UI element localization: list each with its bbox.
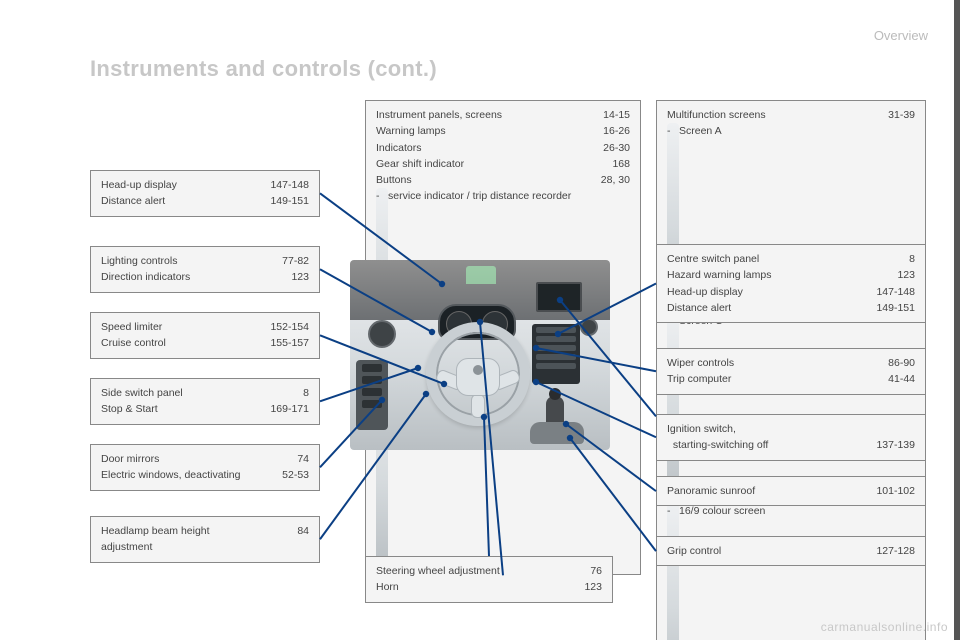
callout-label: Headlamp beam height adjustment xyxy=(101,523,249,556)
callout-page: 147-148 xyxy=(261,177,309,193)
callout-label: Panoramic sunroof xyxy=(667,483,755,499)
callout-page: 8 xyxy=(261,385,309,401)
callout-page: 137-139 xyxy=(867,437,915,453)
callout-page: 155-157 xyxy=(261,335,309,351)
callout-page: 16-26 xyxy=(582,123,630,139)
callout-label: Distance alert xyxy=(101,193,165,209)
callout-box: Headlamp beam height adjustment 84 xyxy=(90,516,320,563)
page: Overview Instruments and controls (cont.… xyxy=(0,0,960,640)
callout-box: Ignition switch, starting-switching off 1… xyxy=(656,414,926,461)
callout-label: Centre switch panel xyxy=(667,251,759,267)
callout-label: Instrument panels, screens xyxy=(376,107,502,123)
callout-page: 8 xyxy=(867,251,915,267)
callout-label: Steering wheel adjustment xyxy=(376,563,500,579)
callout-label: Horn xyxy=(376,579,399,595)
callout-label: Side switch panel xyxy=(101,385,183,401)
callout-label: Ignition switch, xyxy=(667,421,736,437)
callout-page: 26-30 xyxy=(582,140,630,156)
callout-label: Indicators xyxy=(376,140,422,156)
callout-page: 123 xyxy=(554,579,602,595)
callout-label: Buttons xyxy=(376,172,412,188)
callout-label: Wiper controls xyxy=(667,355,734,371)
callout-box: Wiper controls 86-90 Trip computer 41-44 xyxy=(656,348,926,395)
callout-label: Lighting controls xyxy=(101,253,177,269)
callout-box: Steering wheel adjustment 76 Horn 123 xyxy=(365,556,613,603)
callout-page: 14-15 xyxy=(582,107,630,123)
page-title: Instruments and controls (cont.) xyxy=(90,56,437,82)
callout-page xyxy=(867,421,915,437)
callout-label: Trip computer xyxy=(667,371,731,387)
callout-label: Gear shift indicator xyxy=(376,156,464,172)
dashboard-illustration xyxy=(350,260,610,450)
callout-label: Direction indicators xyxy=(101,269,190,285)
callout-label: Electric windows, deactivating xyxy=(101,467,240,483)
callout-box: Side switch panel 8 Stop & Start 169-171 xyxy=(90,378,320,425)
callout-box: Head-up display 147-148 Distance alert 149-… xyxy=(90,170,320,217)
callout-box: Panoramic sunroof 101-102 xyxy=(656,476,926,506)
callout-label: Head-up display xyxy=(667,284,743,300)
callout-page: 149-151 xyxy=(867,300,915,316)
callout-box: Door mirrors 74 Electric windows, deactiva… xyxy=(90,444,320,491)
callout-page: 41-44 xyxy=(867,371,915,387)
callout-box: Lighting controls 77-82 Direction indicato… xyxy=(90,246,320,293)
callout-page: 76 xyxy=(554,563,602,579)
callout-label: Distance alert xyxy=(667,300,731,316)
section-label: Overview xyxy=(874,28,928,43)
callout-label: Multifunction screens xyxy=(667,107,766,123)
callout-label: Cruise control xyxy=(101,335,166,351)
callout-page: 147-148 xyxy=(867,284,915,300)
callout-label: Warning lamps xyxy=(376,123,446,139)
callout-label: starting-switching off xyxy=(667,437,768,453)
callout-page: 123 xyxy=(867,267,915,283)
callout-page: 149-151 xyxy=(261,193,309,209)
callout-box: Centre switch panel 8 Hazard warning lamps… xyxy=(656,244,926,323)
callout-page: 74 xyxy=(261,451,309,467)
callout-page: 123 xyxy=(261,269,309,285)
callout-page: 52-53 xyxy=(261,467,309,483)
callout-label: Speed limiter xyxy=(101,319,162,335)
callout-page: 168 xyxy=(582,156,630,172)
callout-box: Grip control 127-128 xyxy=(656,536,926,566)
callout-page: 28, 30 xyxy=(582,172,630,188)
callout-page: 169-171 xyxy=(261,401,309,417)
section-tab xyxy=(954,0,960,640)
callout-page: 127-128 xyxy=(867,543,915,559)
watermark: carmanualsonline.info xyxy=(821,620,948,634)
callout-page: 31-39 xyxy=(867,107,915,123)
callout-label: Stop & Start xyxy=(101,401,158,417)
callout-label: Head-up display xyxy=(101,177,177,193)
callout-page: 77-82 xyxy=(261,253,309,269)
callout-box: Speed limiter 152-154 Cruise control 155-15… xyxy=(90,312,320,359)
callout-page: 101-102 xyxy=(867,483,915,499)
callout-label: Grip control xyxy=(667,543,721,559)
callout-label: Hazard warning lamps xyxy=(667,267,771,283)
callout-page: 152-154 xyxy=(261,319,309,335)
callout-page: 84 xyxy=(261,523,309,556)
callout-label: Door mirrors xyxy=(101,451,159,467)
callout-page: 86-90 xyxy=(867,355,915,371)
